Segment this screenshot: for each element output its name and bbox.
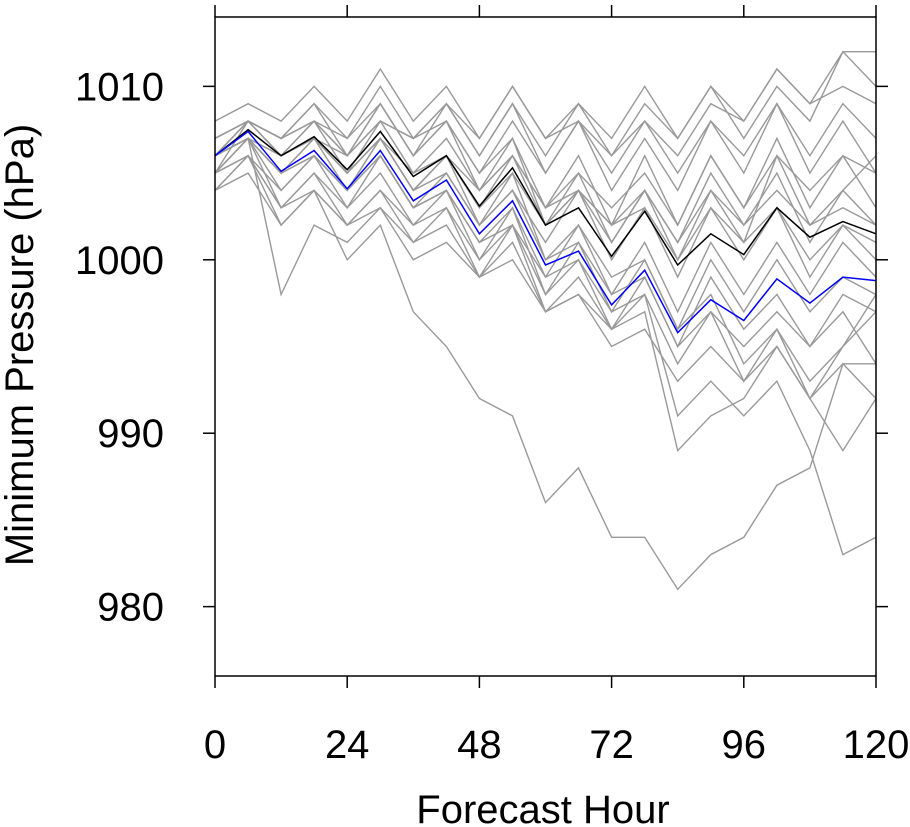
x-axis-title: Forecast Hour [416,788,669,827]
plot-frame [214,16,877,677]
y-tick-labels: 980 990 1000 1010 [75,65,164,629]
y-tick-label: 1010 [75,65,164,109]
ensemble-member-line-20 [214,67,877,158]
y-tick-label: 990 [97,412,164,456]
ensemble-member-line-4 [214,102,877,192]
highlight-line [214,130,877,334]
ensemble-member-line-8 [214,154,877,314]
x-tick-label: 96 [722,723,767,767]
series-layer [214,50,877,591]
ensemble-member-line-12 [214,137,877,400]
tick-marks [203,5,888,688]
x-tick-label: 48 [457,723,502,767]
x-tick-label: 0 [204,723,226,767]
x-tick-label: 120 [843,723,910,767]
ensemble-member-line-13 [214,154,876,591]
y-tick-label: 980 [97,586,164,630]
ensemble-member-line-2 [214,51,876,158]
ensemble-mean-line [214,128,877,267]
ensemble-member-line-22 [214,137,877,244]
y-axis-title: Minimum Pressure (hPa) [0,124,42,566]
y-tick-label: 1000 [75,239,164,283]
ensemble-member-line-14 [214,137,877,453]
ensemble-member-line-17 [214,137,877,383]
x-tick-label: 72 [589,723,634,767]
ensemble-member-line-11 [214,172,877,366]
x-tick-label: 24 [325,723,370,767]
ensemble-member-line-3 [214,50,877,140]
ensemble-member-line-18 [214,102,877,262]
ensemble-member-line-10 [214,154,877,349]
x-tick-labels: 0 24 48 72 96 120 [204,723,910,767]
